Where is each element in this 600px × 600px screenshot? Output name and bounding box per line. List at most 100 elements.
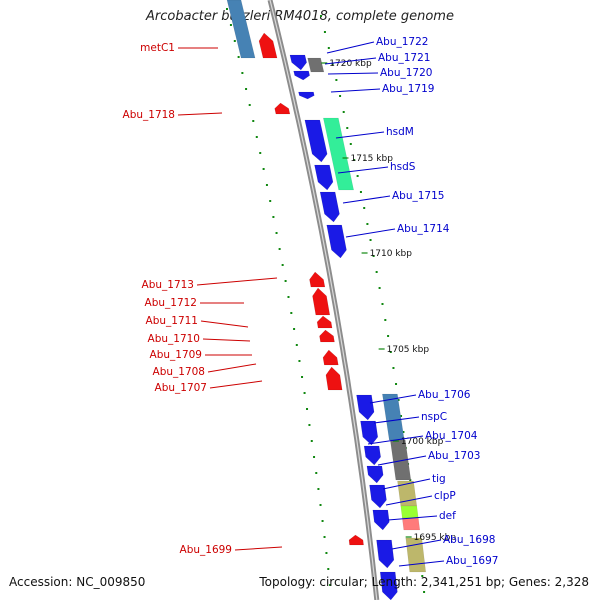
label-leader: [335, 131, 385, 139]
label-leader: [387, 515, 438, 521]
label-leader: [373, 416, 420, 424]
gc-dot: [381, 303, 384, 305]
gc-dot: [269, 200, 272, 202]
gene-label-reverse: Abu_1706: [418, 389, 471, 401]
label-leader: [200, 320, 249, 328]
gc-dot: [281, 264, 284, 266]
label-leader: [234, 546, 283, 551]
gene-label-reverse: Abu_1715: [392, 190, 444, 202]
reverse-gene-arrow: [356, 394, 375, 421]
label-leader: [326, 41, 375, 54]
gc-dot: [421, 575, 424, 577]
gene-label-reverse: def: [439, 510, 456, 522]
gc-dot: [237, 56, 240, 58]
reverse-gene-arrow: [376, 539, 395, 569]
label-leader: [345, 228, 396, 238]
gc-dot: [400, 415, 403, 417]
gene-label-reverse: Abu_1714: [397, 223, 450, 235]
gc-dot: [359, 191, 362, 193]
label-leader: [391, 539, 442, 550]
scale-label: 1705 kbp: [387, 345, 430, 355]
reverse-gene-arrow: [372, 509, 390, 531]
gc-dot: [321, 520, 324, 522]
gc-dot: [327, 47, 330, 49]
gene-label-forward: Abu_1709: [150, 349, 202, 361]
reverse-gene-arrow: [319, 191, 340, 223]
reverse-gene-arrow: [289, 54, 307, 71]
gc-dot: [402, 431, 405, 433]
gc-dot: [423, 591, 426, 593]
reverse-gene-arrow: [363, 445, 381, 466]
gene-label-forward: Abu_1713: [142, 279, 194, 291]
gene-labels: metC1 Abu_1718 Abu_1713 Abu_1712 Abu_1711 Abu…: [123, 36, 499, 567]
gc-dot: [349, 143, 352, 145]
gc-dot: [301, 376, 304, 378]
reverse-gene-arrow: [293, 70, 310, 81]
gc-dot: [290, 312, 293, 314]
gene-label-reverse: hsdS: [390, 161, 416, 173]
gc-dot: [298, 360, 301, 362]
gc-dot: [325, 552, 328, 554]
scale-label: 1695 kbp: [414, 533, 457, 543]
reverse-gene-arrow: [304, 119, 328, 163]
gc-dot: [339, 95, 342, 97]
label-leader: [330, 88, 381, 93]
gc-dot: [327, 568, 330, 570]
label-leader: [382, 478, 431, 490]
gene-label-reverse: Abu_1720: [380, 67, 432, 79]
label-leader: [207, 363, 257, 373]
gc-dot: [369, 239, 372, 241]
gc-dot: [375, 271, 378, 273]
cog-block: [389, 439, 412, 481]
forward-gene-arrow: [319, 329, 335, 343]
gene-label-forward: Abu_1708: [153, 366, 205, 378]
gc-dot: [392, 367, 395, 369]
forward-gene-arrow: [274, 102, 291, 115]
reverse-gene-arrow: [379, 571, 398, 600]
scale-label: 1720 kbp: [329, 59, 372, 69]
label-leader: [327, 72, 379, 75]
gc-dot: [259, 152, 262, 154]
label-leader: [367, 435, 424, 445]
gc-dot: [315, 472, 318, 474]
label-leader: [398, 560, 445, 567]
label-leader: [209, 380, 263, 389]
label-leader: [369, 394, 417, 404]
cog-block: [226, 0, 256, 59]
gc-dot: [306, 408, 309, 410]
gc-dot: [248, 104, 251, 106]
gc-dot: [323, 536, 326, 538]
gc-dot: [378, 287, 381, 289]
forward-gene-arrow: [348, 534, 364, 546]
gc-dot: [395, 383, 398, 385]
gc-dot: [317, 488, 320, 490]
gene-label-reverse: nspC: [421, 411, 447, 423]
gene-label-reverse: Abu_1698: [443, 534, 495, 546]
gc-dot: [319, 15, 322, 17]
label-leader: [342, 195, 391, 204]
backbone-highlight: [269, 0, 378, 600]
gene-label-reverse: Abu_1722: [376, 36, 428, 48]
gene-label-reverse: Abu_1704: [425, 430, 478, 442]
gc-dot: [335, 79, 338, 81]
reverse-gene-arrow: [314, 164, 334, 191]
gc-dot: [245, 88, 248, 90]
gc-dot: [310, 440, 313, 442]
gc-dot: [308, 424, 311, 426]
map-title: Arcobacter butzleri RM4018, complete gen…: [146, 9, 454, 24]
gene-label-forward: metC1: [140, 42, 175, 54]
gene-label-forward: Abu_1707: [155, 382, 207, 394]
forward-gene-arrow: [258, 32, 278, 59]
cog-block: [307, 57, 325, 73]
gc-dot: [303, 392, 306, 394]
gc-dot: [287, 296, 290, 298]
forward-gene-arrow: [309, 271, 326, 288]
cog-block: [382, 393, 405, 441]
accession-text: Accession: NC_009850: [9, 575, 146, 589]
gene-label-forward: Abu_1710: [148, 333, 200, 345]
gc-dot: [331, 63, 334, 65]
forward-gene-arrow: [322, 349, 339, 366]
gene-label-reverse: Abu_1697: [446, 555, 498, 567]
forward-gene-arrow: [325, 366, 343, 391]
